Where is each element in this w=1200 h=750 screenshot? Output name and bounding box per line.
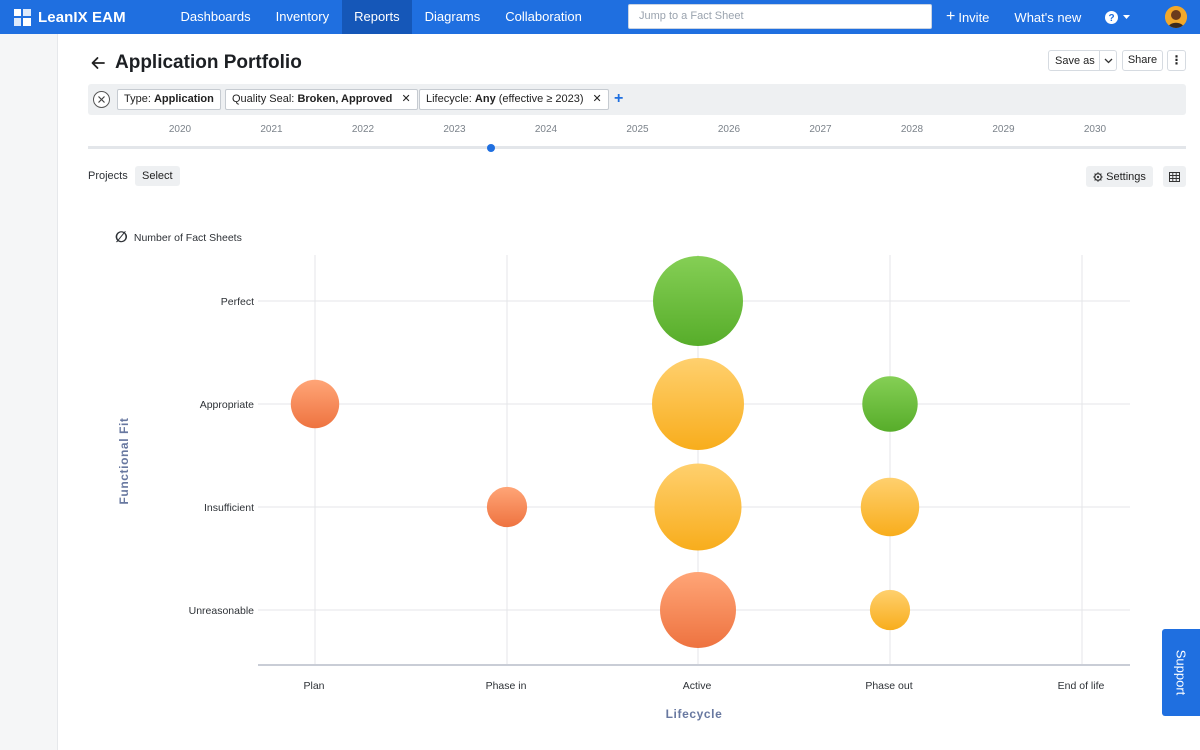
save-as-dropdown[interactable] <box>1099 51 1116 70</box>
filter-value: Application <box>153 93 214 105</box>
bubble-active-unreasonable[interactable] <box>660 572 736 648</box>
remove-filter-icon[interactable]: ✕ <box>592 93 602 105</box>
y-tick-label: Appropriate <box>200 399 254 411</box>
close-icon <box>98 96 105 103</box>
filter-value: Broken, Approved <box>297 93 393 105</box>
bubble-active-perfect[interactable] <box>653 256 743 346</box>
whats-new-link[interactable]: What's new <box>1014 9 1082 25</box>
share-button[interactable]: Share <box>1122 50 1163 71</box>
clear-filters-button[interactable] <box>93 91 110 108</box>
legend-symbol: ∅ <box>115 229 128 246</box>
y-tick-label: Unreasonable <box>189 605 255 617</box>
projects-label: Projects <box>88 170 128 182</box>
nav-item-collaboration[interactable]: Collaboration <box>505 9 582 24</box>
timeline-year-label[interactable]: 2022 <box>351 124 375 135</box>
bubble-chart: Perfect Appropriate Insufficient Unreasonab… <box>117 255 1130 721</box>
save-as-button[interactable]: Save as <box>1048 50 1117 71</box>
table-view-button[interactable] <box>1163 166 1186 187</box>
table-icon <box>1169 171 1180 182</box>
bubble-plan-appropriate[interactable] <box>290 379 340 429</box>
y-tick-label: Perfect <box>221 296 254 308</box>
save-as-label: Save as <box>1055 54 1095 67</box>
filter-chip-lifecycle[interactable]: Lifecycle: Any (effective ≥ 2023) ✕ <box>419 89 609 110</box>
page-title: Application Portfolio <box>115 52 302 73</box>
gear-icon <box>1093 171 1103 182</box>
invite-label: Invite <box>958 9 990 25</box>
timeline-year-label[interactable]: 2024 <box>534 124 558 135</box>
legend-label: Number of Fact Sheets <box>133 231 242 244</box>
bubble-active-insufficient[interactable] <box>654 463 742 551</box>
timeline-years: 2020 2021 2022 2023 2024 2025 2026 2027 2028 2029… <box>0 124 1200 138</box>
x-tick-label: Phase in <box>486 680 527 692</box>
chart-bubbles <box>290 256 920 648</box>
chart-labels: Perfect Appropriate Insufficient Unreasonab… <box>117 296 1105 721</box>
timeline-year-label[interactable]: 2030 <box>1083 124 1107 135</box>
bubble-active-appropriate[interactable] <box>652 358 744 450</box>
question-circle-icon: ? <box>1105 10 1119 24</box>
svg-text:?: ? <box>1109 13 1115 24</box>
top-nav-bar: LeanIX EAM Dashboards Inventory Reports Dia… <box>0 0 1200 34</box>
y-tick-label: Insufficient <box>204 502 254 514</box>
filter-prefix: Lifecycle: <box>426 93 472 105</box>
x-tick-label: Active <box>683 680 712 692</box>
nav-item-reports[interactable]: Reports <box>341 0 413 34</box>
timeline-year-label[interactable]: 2027 <box>809 124 832 135</box>
bubble-phase-out-unreasonable[interactable] <box>869 589 911 631</box>
plus-icon: + <box>946 8 956 25</box>
chevron-down-icon <box>1104 58 1113 63</box>
timeline-year-label[interactable]: 2025 <box>626 124 649 135</box>
back-arrow-icon[interactable] <box>90 55 106 71</box>
x-tick-label: Plan <box>303 680 324 692</box>
brand-name: LeanIX EAM <box>38 8 126 26</box>
left-rail <box>0 34 58 750</box>
settings-label: Settings <box>1106 170 1146 183</box>
timeline-slider-track[interactable] <box>88 146 1186 149</box>
timeline-year-label[interactable]: 2026 <box>717 124 741 135</box>
brand-logo[interactable]: LeanIX EAM <box>0 0 168 34</box>
x-tick-label: End of life <box>1058 680 1105 692</box>
filter-value: Any <box>474 93 496 105</box>
timeline-year-label[interactable]: 2029 <box>992 124 1015 135</box>
user-avatar[interactable] <box>1165 6 1188 28</box>
bubble-phase-out-insufficient[interactable] <box>860 477 920 537</box>
x-axis-title: Lifecycle <box>666 707 723 721</box>
invite-button[interactable]: + Invite <box>946 9 989 25</box>
more-options-button[interactable]: ⋮ <box>1167 50 1186 71</box>
settings-button[interactable]: Settings <box>1086 166 1153 187</box>
timeline-year-label[interactable]: 2021 <box>260 124 283 135</box>
timeline-year-label[interactable]: 2023 <box>443 124 466 135</box>
bubble-phase-in-insufficient[interactable] <box>486 486 528 528</box>
y-axis-title: Functional Fit <box>117 417 131 504</box>
support-label: Support <box>1173 649 1189 696</box>
search-input[interactable]: Jump to a Fact Sheet <box>628 4 932 29</box>
timeline-year-label[interactable]: 2020 <box>168 124 192 135</box>
avatar-icon <box>1165 6 1188 28</box>
filter-suffix: (effective ≥ 2023) <box>498 93 584 105</box>
nav-item-diagrams[interactable]: Diagrams <box>424 9 481 24</box>
help-menu-button[interactable]: ? <box>1105 10 1131 24</box>
caret-down-icon <box>1123 15 1131 19</box>
nav-item-inventory[interactable]: Inventory <box>275 9 330 24</box>
filter-prefix: Type: <box>124 93 151 105</box>
x-tick-label: Phase out <box>865 680 912 692</box>
projects-select-button[interactable]: Select <box>135 166 180 186</box>
filter-chip-quality-seal[interactable]: Quality Seal: Broken, Approved ✕ <box>225 89 418 110</box>
filter-chip-type[interactable]: Type: Application <box>117 89 221 110</box>
leanix-logo-icon <box>14 8 31 26</box>
support-tab-button[interactable]: Support <box>1162 629 1200 716</box>
nav-item-dashboards[interactable]: Dashboards <box>180 9 251 24</box>
chart-legend: ∅ Number of Fact Sheets <box>115 230 242 245</box>
filter-bar: Type: Application Quality Seal: Broken, … <box>88 84 1186 115</box>
main-nav: Dashboards Inventory Reports Diagrams Collab… <box>168 0 594 34</box>
add-filter-button[interactable]: + <box>614 90 624 107</box>
bubble-phase-out-appropriate[interactable] <box>862 376 918 432</box>
top-right-actions: + Invite What's new ? <box>946 0 1188 34</box>
timeline-year-label[interactable]: 2028 <box>900 124 924 135</box>
remove-filter-icon[interactable]: ✕ <box>401 93 411 105</box>
timeline-slider-handle[interactable] <box>487 144 495 152</box>
filter-prefix: Quality Seal: <box>232 93 295 105</box>
